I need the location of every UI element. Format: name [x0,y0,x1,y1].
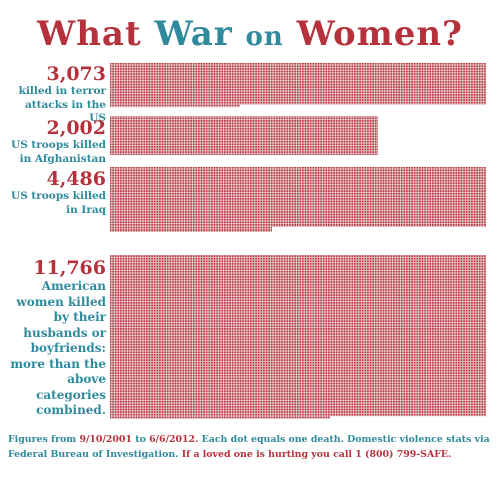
value-label-women: 11,766 [33,257,106,279]
footer-text-2: to [135,434,146,445]
footer-text-1: Figures from [8,434,77,445]
title-word-what: What [37,14,142,54]
footer-start-date: 9/10/2001 [79,434,132,445]
dot-block-terror [110,63,486,105]
category-label-terror: 3,073 killed in terror attacks in the US [8,64,106,126]
value-label-terror: 3,073 [46,63,107,85]
title-word-women: Women? [296,14,463,54]
dot-block-afghanistan [110,116,378,155]
footer-text-4: via Federal Bureau of Investigation. [8,434,490,460]
category-text-afghanistan: US troops killed in Afghanistan [11,139,106,165]
category-text-terror: killed in terror attacks in the US [18,85,106,124]
category-text-iraq: US troops killed in Iraq [11,190,106,216]
title-word-on: on [245,22,284,52]
dot-block-iraq [110,167,486,227]
dot-block-remainder-women [110,416,330,419]
category-label-afghanistan: 2,002 US troops killed in Afghanistan [8,118,106,166]
chart-title: What War on Women? [0,14,500,54]
value-label-iraq: 4,486 [46,168,107,190]
category-text-women: American women killed by their husbands … [10,279,106,417]
footer-note: Figures from 9/10/2001 to 6/6/2012. Each… [8,432,496,462]
title-word-war: War [154,14,233,54]
value-label-afghanistan: 2,002 [46,117,107,139]
dot-block-remainder-terror [110,104,240,108]
dot-block-women [110,255,486,417]
footer-end-date: 6/6/2012. [149,434,199,445]
category-label-iraq: 4,486 US troops killed in Iraq [8,169,106,217]
dot-block-remainder-iraq [110,226,272,232]
footer-hotline: If a loved one is hurting you call 1 (80… [181,449,452,460]
footer-text-3: Each dot equals one death. Domestic viol… [201,434,472,445]
category-label-women: 11,766 American women killed by their hu… [8,258,106,419]
